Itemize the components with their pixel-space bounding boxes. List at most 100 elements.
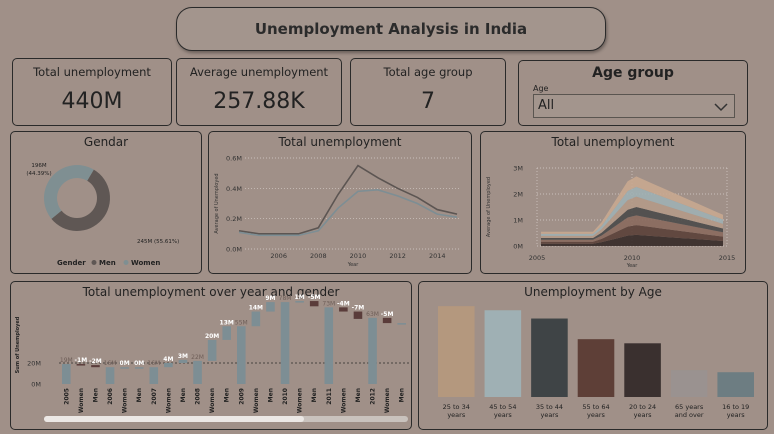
dashboard-title: Unemployment Analysis in India bbox=[254, 20, 528, 38]
x-tick-label: 55 to 64 bbox=[582, 403, 609, 411]
data-label: 55M bbox=[235, 319, 248, 326]
area-chart-title: Total unemployment bbox=[551, 135, 675, 149]
waterfall-bar bbox=[324, 307, 334, 384]
data-label: 13M bbox=[220, 319, 234, 326]
area-layer bbox=[541, 196, 723, 238]
y-tick-label: 1M bbox=[513, 217, 523, 225]
y-axis-label: Average of Unemployed bbox=[214, 173, 220, 233]
x-tick-label: 20 to 24 bbox=[629, 403, 656, 411]
total-unemployment-line-chart: 0.0M 0.2M 0.4M 0.6M 2006 2008 2010 2012 2014 Year… bbox=[214, 155, 461, 268]
data-label: 19M bbox=[60, 357, 73, 364]
kpi-total-age-group: Total age group 7 bbox=[350, 58, 506, 126]
kpi-value: 7 bbox=[421, 89, 435, 114]
y-axis-label: Sum of Unemployed bbox=[15, 316, 21, 373]
y-tick-label: 3M bbox=[513, 165, 523, 173]
waterfall-bar bbox=[251, 311, 261, 327]
waterfall-scrollbar[interactable] bbox=[44, 416, 408, 422]
x-tick-label: 2007 bbox=[151, 388, 158, 405]
waterfall-bar bbox=[134, 367, 144, 369]
x-tick-label: Women bbox=[297, 388, 304, 413]
data-label: 73M bbox=[322, 300, 335, 307]
legend-marker bbox=[123, 260, 129, 265]
y-axis-label: Average of Unemployed bbox=[486, 177, 492, 237]
age-bar bbox=[577, 339, 615, 397]
waterfall-bar bbox=[105, 367, 115, 384]
data-label: 78M bbox=[279, 295, 292, 302]
waterfall-bar bbox=[76, 364, 86, 366]
x-tick-label: 2008 bbox=[310, 252, 327, 260]
data-label: 0M bbox=[120, 360, 130, 367]
waterfall-bar bbox=[91, 365, 100, 368]
x-tick-label: Women bbox=[340, 388, 347, 413]
y-tick-label: 0M bbox=[31, 381, 41, 389]
dashboard-title-box: Unemployment Analysis in India bbox=[176, 7, 606, 51]
legend-title: Gender bbox=[57, 259, 86, 267]
x-tick-label: years bbox=[494, 411, 513, 419]
waterfall-bar bbox=[368, 317, 377, 384]
age-chart-title: Unemployment by Age bbox=[524, 285, 662, 299]
chevron-down-icon bbox=[714, 103, 728, 112]
x-tick-label: years bbox=[447, 411, 466, 419]
data-label: -5M bbox=[381, 311, 394, 318]
age-dropdown[interactable]: All bbox=[533, 94, 735, 118]
x-axis-label: Year bbox=[626, 263, 639, 269]
x-tick-label: 2008 bbox=[195, 388, 202, 405]
age-bar bbox=[670, 370, 708, 397]
gender-card: Gendar 245M (55.61%) 196M (44.39%) Gender Me… bbox=[10, 131, 202, 274]
age-bar bbox=[484, 310, 522, 397]
x-tick-label: years bbox=[587, 411, 606, 419]
y-tick-label: 0.0M bbox=[226, 246, 242, 254]
kpi-value: 440M bbox=[61, 89, 123, 114]
x-tick-label: 25 to 34 bbox=[443, 403, 470, 411]
legend-label: Men bbox=[99, 259, 116, 267]
data-label: -5M bbox=[308, 294, 321, 301]
age-bar bbox=[531, 318, 568, 397]
waterfall-bar bbox=[62, 364, 71, 384]
kpi-label: Average unemployment bbox=[189, 65, 329, 79]
x-tick-label: Men bbox=[136, 388, 143, 402]
age-dropdown-value: All bbox=[538, 98, 555, 113]
kpi-label: Total age group bbox=[383, 65, 473, 79]
area-layer bbox=[541, 186, 723, 236]
data-label: 3M bbox=[178, 353, 188, 360]
slice-label: 245M (55.61%) bbox=[137, 239, 179, 245]
slice-label: (44.39%) bbox=[26, 171, 51, 177]
y-tick-label: 0.6M bbox=[226, 155, 242, 163]
x-tick-label: 2015 bbox=[719, 254, 736, 262]
x-tick-label: 16 to 19 bbox=[722, 403, 749, 411]
series-line bbox=[238, 164, 458, 235]
data-label: -2M bbox=[89, 358, 102, 365]
x-tick-label: 2011 bbox=[326, 388, 333, 405]
kpi-value: 257.88K bbox=[213, 89, 305, 114]
waterfall-bar bbox=[120, 367, 129, 369]
waterfall-bar bbox=[207, 339, 217, 361]
series-line bbox=[238, 189, 458, 237]
data-label: 0M bbox=[134, 360, 144, 367]
waterfall-bar bbox=[382, 317, 392, 324]
scrollbar-thumb[interactable] bbox=[44, 416, 304, 422]
x-tick-label: and over bbox=[675, 411, 704, 419]
slicer-field-label: Age bbox=[533, 84, 549, 93]
gender-chart-title: Gendar bbox=[83, 135, 129, 149]
area-layer bbox=[541, 207, 723, 240]
waterfall-bar bbox=[193, 360, 202, 384]
data-label: 16M bbox=[147, 360, 160, 367]
area-layer bbox=[541, 225, 723, 244]
x-tick-label: Men bbox=[355, 388, 362, 402]
data-label: 14M bbox=[249, 305, 263, 312]
x-tick-label: 2012 bbox=[389, 252, 406, 260]
data-label: -4M bbox=[337, 300, 350, 307]
x-tick-label: 2010 bbox=[624, 254, 641, 262]
total-unemployment-area-chart: 0M 1M 2M 3M 2005 2010 2015 Year Average of Unemp… bbox=[486, 165, 736, 270]
waterfall-bar bbox=[149, 367, 159, 384]
y-tick-label: 0.4M bbox=[226, 185, 242, 193]
x-tick-label: 2006 bbox=[107, 388, 114, 405]
gender-donut-chart: 245M (55.61%) 196M (44.39%) Gender Men Women bbox=[26, 163, 179, 267]
x-tick-label: Women bbox=[165, 388, 172, 413]
area-layer bbox=[541, 176, 723, 234]
data-label: 4M bbox=[163, 356, 173, 363]
waterfall-chart-title: Total unemployment over year and gender bbox=[82, 285, 340, 299]
x-axis-label: Year bbox=[347, 262, 360, 268]
area-layer bbox=[541, 215, 723, 242]
